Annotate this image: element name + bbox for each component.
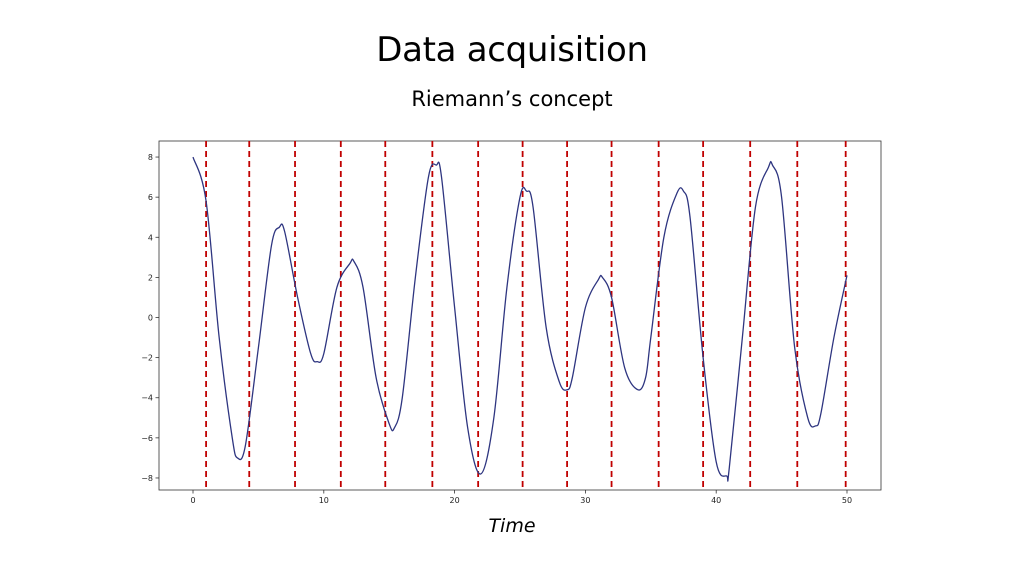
y-tick-label-1: 6 — [148, 193, 153, 202]
x-tick-label-5: 50 — [842, 496, 852, 505]
y-axis-ticks: 8 6 4 2 0 −2 −4 −6 −8 — [141, 153, 159, 483]
series-lines — [192, 156, 848, 482]
y-tick-label-8: −8 — [141, 474, 153, 483]
y-tick-label-2: 4 — [148, 233, 153, 242]
x-axis-ticks: 0 10 20 30 40 50 — [190, 490, 852, 505]
x-tick-label-4: 40 — [711, 496, 721, 505]
y-tick-label-0: 8 — [148, 153, 153, 162]
slide-title: Data acquisition — [376, 30, 648, 70]
x-tick-label-3: 30 — [580, 496, 590, 505]
y-tick-label-5: −2 — [141, 354, 153, 363]
slide-subtitle: Riemann’s concept — [411, 87, 613, 111]
sample-lines — [205, 141, 847, 490]
x-tick-label-2: 20 — [450, 496, 460, 505]
y-tick-label-7: −6 — [141, 434, 153, 443]
x-tick-label-1: 10 — [319, 496, 329, 505]
plot-frame — [158, 140, 882, 491]
x-tick-label-0: 0 — [190, 496, 195, 505]
y-tick-label-6: −4 — [141, 394, 153, 403]
y-tick-label-3: 2 — [148, 273, 153, 282]
x-axis-label: Time — [488, 515, 536, 537]
series-line-0 — [192, 156, 848, 482]
y-tick-label-4: 0 — [148, 314, 153, 323]
